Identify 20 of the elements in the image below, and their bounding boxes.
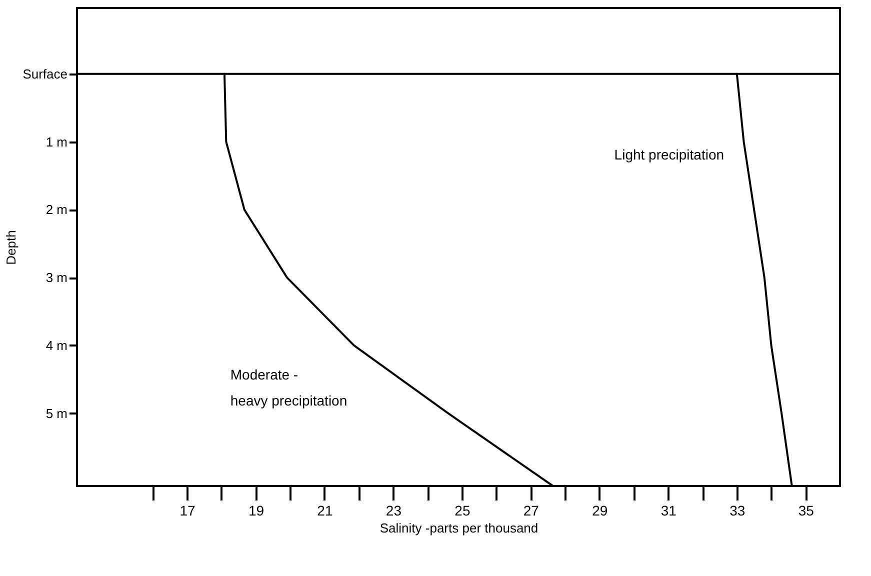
x-tick-label: 31 (660, 502, 677, 518)
y-tick-label: 4 m (46, 338, 68, 353)
x-tick-label: 35 (798, 502, 814, 518)
y-axis-title: Depth (4, 230, 19, 265)
x-tick-label: 21 (317, 502, 333, 518)
x-tick-label: 27 (523, 502, 540, 518)
x-tick-label: 25 (454, 502, 470, 518)
y-tick-label: 3 m (46, 270, 68, 286)
x-axis-title: Salinity -parts per thousand (380, 520, 538, 536)
x-tick-label: 23 (386, 502, 402, 518)
x-tick-label: 33 (730, 502, 746, 518)
x-tick-label: 17 (180, 502, 196, 518)
series-label: Light precipitation (614, 146, 724, 162)
x-tick-label: 29 (592, 502, 608, 518)
x-tick-label: 19 (248, 502, 264, 518)
series-label: Moderate - heavy precipitation (230, 366, 348, 408)
y-tick-label: Surface (22, 66, 68, 82)
y-tick-label: 2 m (46, 202, 68, 218)
y-tick-label: 5 m (46, 406, 68, 421)
y-tick-label: 1 m (46, 134, 68, 150)
